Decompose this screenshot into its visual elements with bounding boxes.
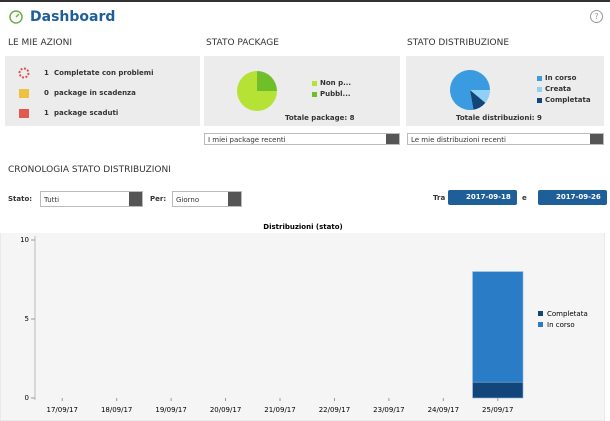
filter-label: Per: bbox=[150, 195, 167, 203]
pie-slice bbox=[257, 71, 277, 91]
section-title: LE MIE AZIONI bbox=[8, 38, 72, 48]
x-tick-label: 19/09/17 bbox=[155, 406, 186, 414]
x-tick-label: 25/09/17 bbox=[482, 406, 513, 414]
chart-title: Distribuzioni (stato) bbox=[263, 223, 342, 231]
section-title: STATO PACKAGE bbox=[206, 38, 279, 48]
action-icons bbox=[18, 67, 30, 118]
section-title: CRONOLOGIA STATO DISTRIBUZIONI bbox=[8, 165, 171, 175]
x-tick-label: 20/09/17 bbox=[210, 406, 241, 414]
package-select[interactable]: I miei package recenti bbox=[204, 133, 400, 145]
history-chart: Distribuzioni (stato) 0 5 10 Completata In c… bbox=[0, 218, 605, 421]
x-tick-label: 18/09/17 bbox=[101, 406, 132, 414]
state-select[interactable]: Tutti bbox=[40, 191, 143, 207]
legend-label: Completata bbox=[545, 96, 591, 104]
distribution-select[interactable]: Le mie distribuzioni recenti bbox=[407, 133, 604, 145]
y-tick-label: 5 bbox=[25, 315, 29, 323]
bar bbox=[472, 381, 524, 399]
pie-slice bbox=[450, 70, 490, 110]
legend-label: Non p... bbox=[320, 79, 352, 87]
legend-swatch bbox=[538, 322, 543, 327]
x-tick-label: 22/09/17 bbox=[319, 406, 350, 414]
select-text: Tutti bbox=[44, 196, 60, 204]
legend-label: Pubbl... bbox=[320, 90, 351, 98]
total-label: Totale distribuzioni: bbox=[456, 114, 535, 122]
action-count: 1 bbox=[44, 109, 49, 117]
legend-swatch bbox=[538, 311, 543, 316]
filter-label: Tra bbox=[433, 194, 446, 202]
legend-label: Completata bbox=[547, 310, 588, 318]
legend-swatch bbox=[537, 98, 542, 103]
package-box bbox=[204, 56, 400, 126]
distribution-total: Totale distribuzioni: 9 bbox=[456, 114, 542, 122]
y-tick-label: 0 bbox=[25, 394, 29, 402]
legend-label: Creata bbox=[545, 85, 572, 93]
date-to-button[interactable]: 2017-09-26 bbox=[538, 190, 607, 205]
total-value: 8 bbox=[349, 114, 355, 122]
legend-label: In corso bbox=[547, 321, 575, 329]
legend-swatch bbox=[537, 76, 542, 81]
filter-label: e bbox=[522, 194, 527, 202]
bar bbox=[472, 271, 524, 383]
dashboard-icon bbox=[9, 10, 23, 24]
package-total: Totale package: 8 bbox=[285, 114, 354, 122]
pie-slice bbox=[470, 90, 486, 110]
package-pie bbox=[237, 71, 277, 111]
action-label: package scaduti bbox=[54, 109, 119, 117]
select-text: Le mie distribuzioni recenti bbox=[411, 136, 506, 144]
help-button[interactable]: ? bbox=[590, 10, 603, 23]
legend-swatch bbox=[312, 81, 317, 86]
distribution-box bbox=[406, 56, 604, 126]
legend-swatch bbox=[537, 87, 542, 92]
pie-slice bbox=[470, 90, 490, 103]
legend-label: In corso bbox=[545, 74, 577, 82]
legend-swatch bbox=[312, 92, 317, 97]
select-text: I miei package recenti bbox=[208, 136, 286, 144]
action-label: package in scadenza bbox=[54, 89, 136, 97]
section-title: STATO DISTRIBUZIONE bbox=[407, 38, 510, 48]
x-tick-label: 24/09/17 bbox=[428, 406, 459, 414]
total-label: Totale package: bbox=[285, 114, 348, 122]
y-tick-label: 10 bbox=[20, 236, 29, 244]
page-title: Dashboard bbox=[30, 9, 116, 25]
filter-label: Stato: bbox=[8, 195, 33, 203]
x-tick-label: 21/09/17 bbox=[264, 406, 295, 414]
distribution-pie bbox=[450, 70, 490, 110]
action-count: 0 bbox=[44, 89, 49, 97]
action-label: Completate con problemi bbox=[54, 69, 154, 77]
date-from-button[interactable]: 2017-09-18 bbox=[448, 190, 517, 205]
actions-box bbox=[5, 56, 200, 126]
total-value: 9 bbox=[536, 114, 542, 122]
action-count: 1 bbox=[44, 69, 49, 77]
x-tick-label: 17/09/17 bbox=[46, 406, 77, 414]
top-border bbox=[0, 0, 610, 2]
select-text: Giorno bbox=[176, 196, 200, 204]
x-tick-label: 23/09/17 bbox=[373, 406, 404, 414]
period-select[interactable]: Giorno bbox=[172, 191, 242, 207]
